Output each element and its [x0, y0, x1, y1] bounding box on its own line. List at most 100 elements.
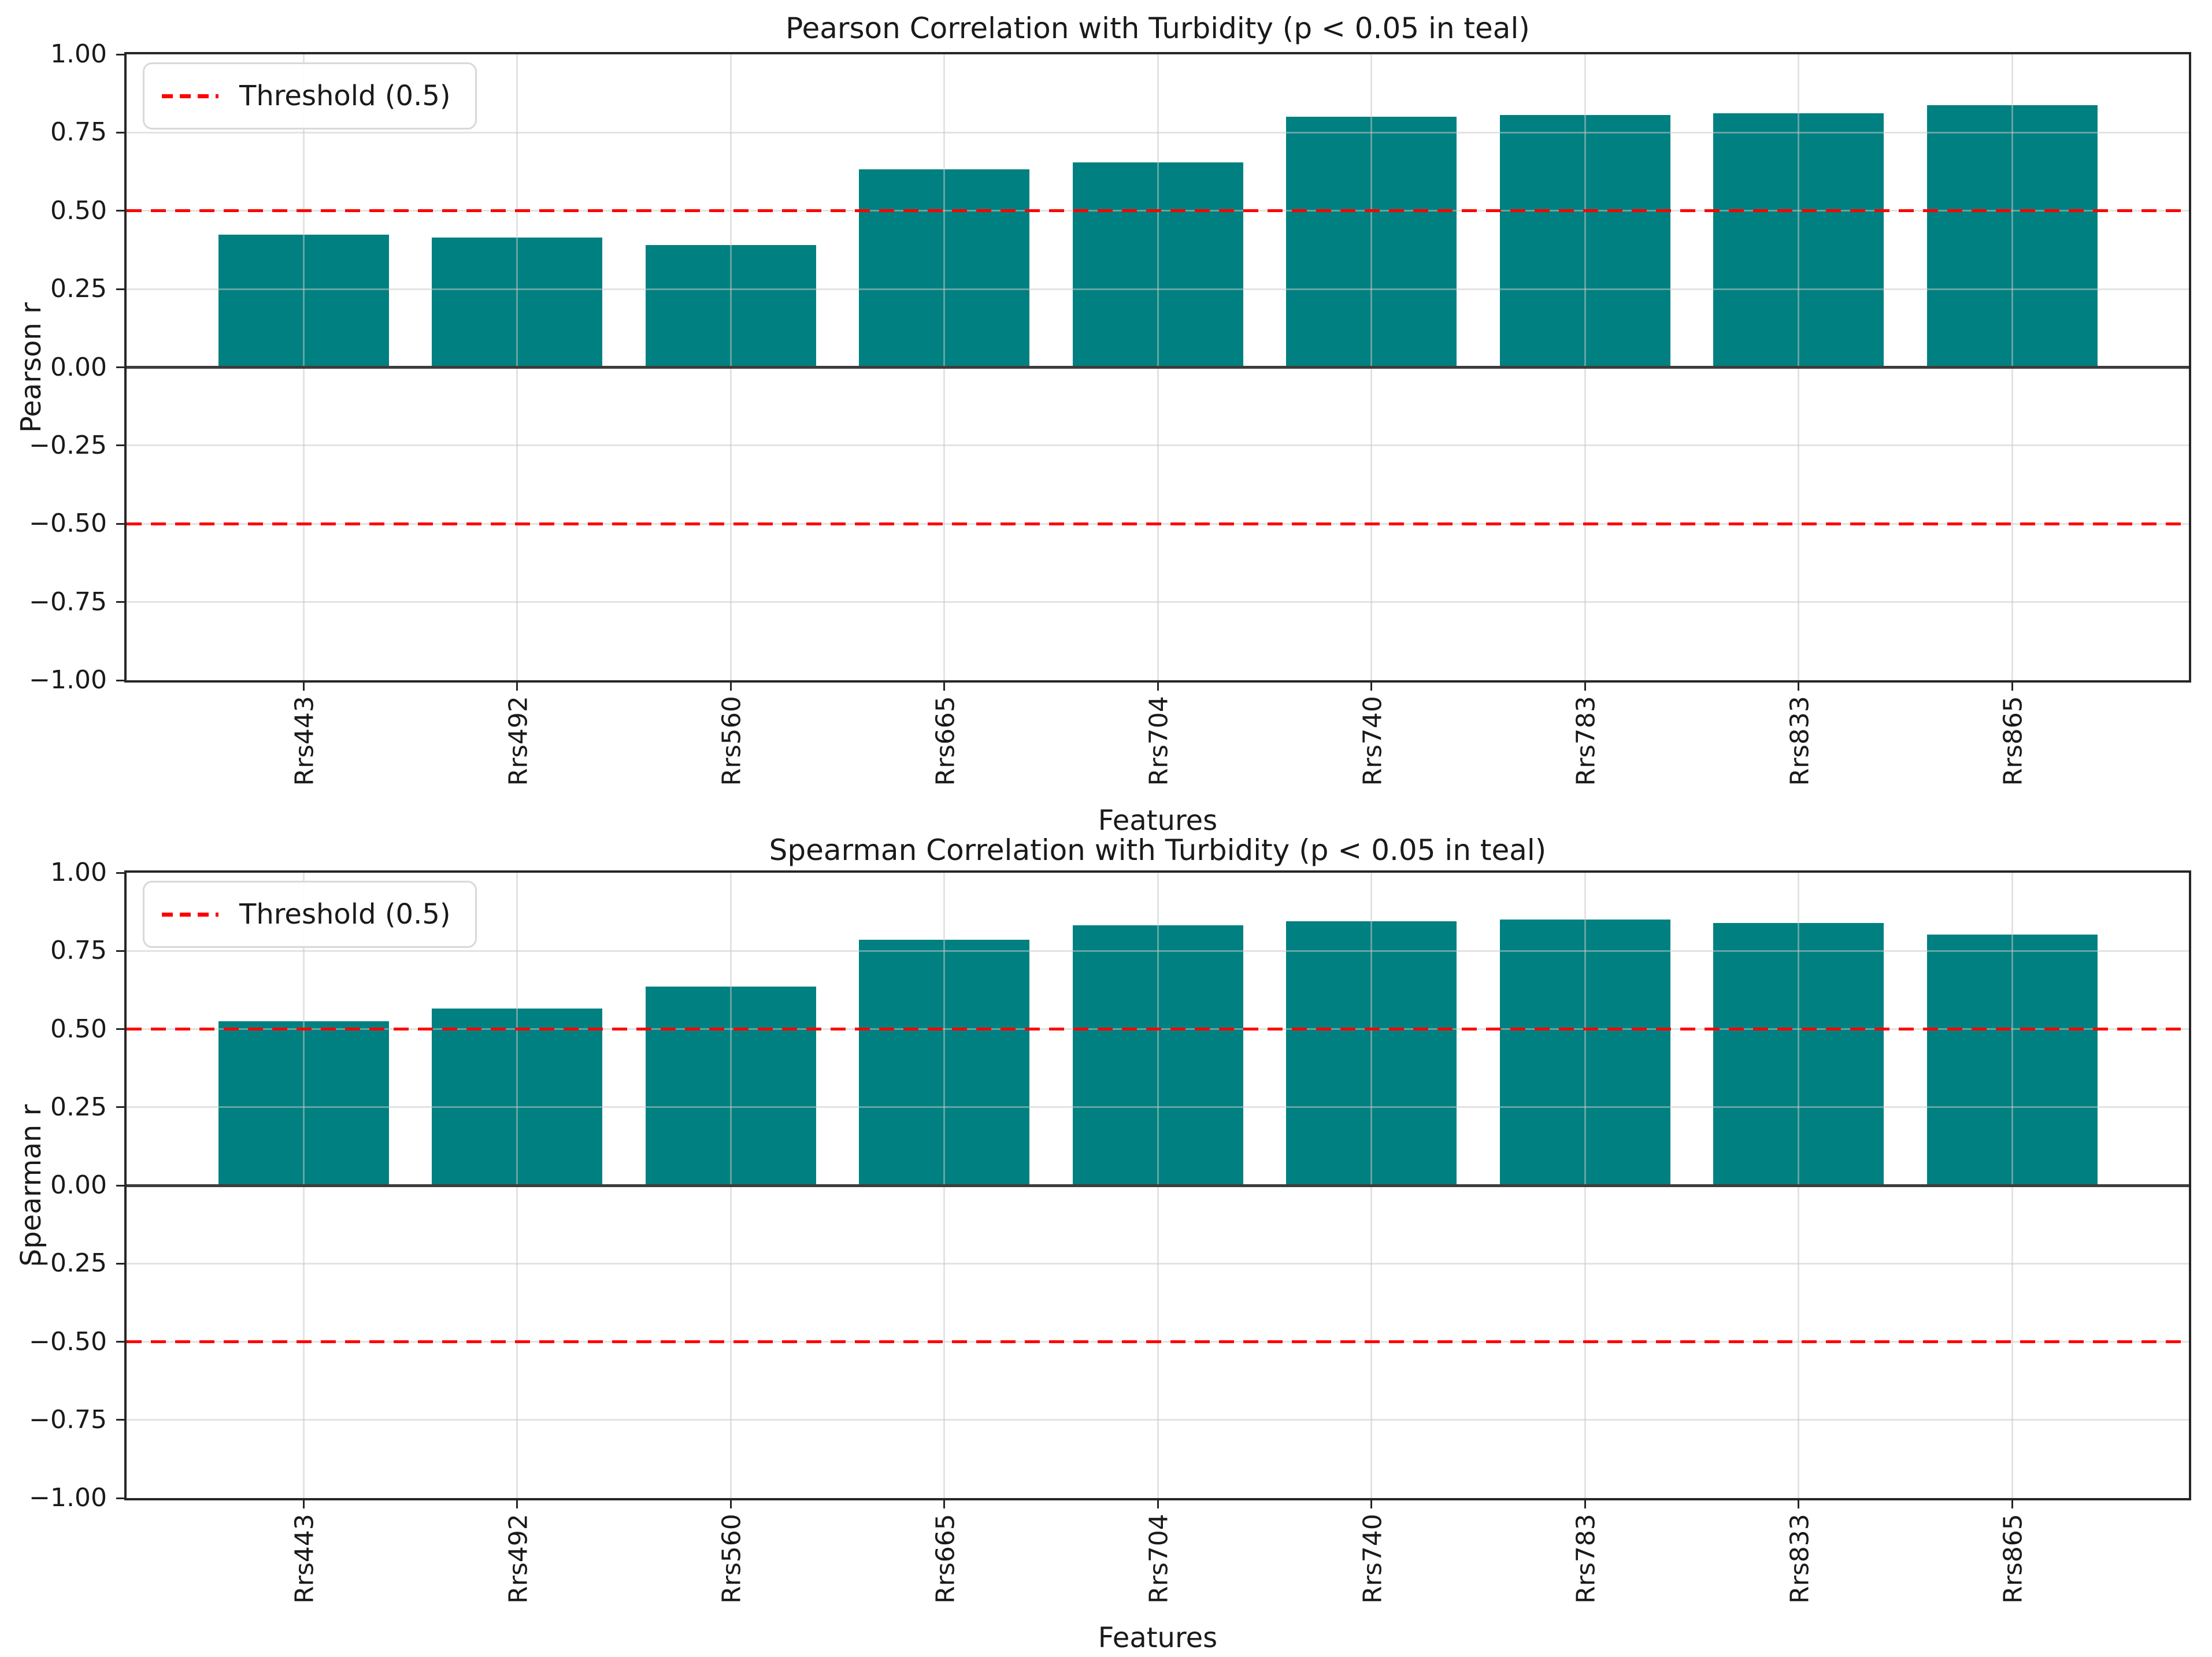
y-tick	[116, 872, 124, 874]
x-tick-label: Rrs443	[290, 696, 320, 786]
spearman-chart-title: Spearman Correlation with Turbidity (p <…	[769, 833, 1547, 867]
x-tick-label: Rrs704	[1144, 696, 1174, 786]
v-gridline	[1798, 54, 1799, 680]
bar	[432, 1009, 602, 1185]
h-gridline	[127, 1262, 2189, 1265]
v-gridline	[943, 873, 945, 1498]
y-tick-label: −0.75	[29, 587, 107, 617]
x-tick-label: Rrs560	[717, 696, 747, 786]
legend-label: Threshold (0.5)	[239, 898, 451, 931]
y-tick	[116, 679, 124, 681]
h-gridline	[127, 601, 2189, 603]
v-gridline	[302, 873, 305, 1498]
x-tick	[1370, 1500, 1372, 1508]
y-tick	[116, 444, 124, 447]
h-gridline	[127, 1106, 2189, 1109]
spearman-plot-area: Threshold (0.5) 1.00 0.75 0.50 0.25 0.00 −0.2…	[29, 858, 2191, 1604]
bar	[1499, 115, 1670, 368]
pearson-chart-title: Pearson Correlation with Turbidity (p < …	[785, 12, 1530, 45]
h-gridline	[127, 1341, 2189, 1343]
h-gridline	[127, 950, 2189, 952]
y-tick-label: 0.00	[50, 1170, 107, 1200]
spearman-legend: Threshold (0.5)	[143, 881, 477, 948]
bar	[218, 234, 389, 368]
bar	[1926, 935, 2098, 1185]
x-tick-label: Rrs783	[1571, 1514, 1601, 1604]
x-tick	[1798, 683, 1799, 691]
x-tick	[943, 683, 945, 691]
x-tick	[1584, 683, 1586, 691]
v-gridline	[516, 873, 518, 1498]
y-tick	[116, 1262, 124, 1265]
h-gridline	[127, 1419, 2189, 1421]
x-tick-label: Rrs443	[290, 1514, 320, 1604]
y-tick-label: −0.25	[29, 430, 107, 460]
v-gridline	[2011, 873, 2013, 1498]
spearman-x-axis-label: Features	[1098, 1622, 1218, 1654]
v-gridline	[302, 54, 305, 680]
y-tick-label: 0.75	[50, 936, 107, 966]
y-tick	[116, 522, 124, 525]
bar	[1926, 105, 2098, 368]
y-tick	[116, 1106, 124, 1109]
x-tick	[2011, 1500, 2013, 1508]
x-tick	[729, 683, 732, 691]
h-gridline	[127, 1184, 2189, 1187]
x-tick	[943, 1500, 945, 1508]
y-tick	[116, 1028, 124, 1030]
zero-line	[127, 1184, 2189, 1187]
y-tick-label: 0.50	[50, 1014, 107, 1044]
y-tick-label: 0.50	[50, 195, 107, 225]
threshold-line	[127, 1028, 2189, 1030]
x-tick	[1370, 683, 1372, 691]
y-tick	[116, 131, 124, 134]
bar	[1499, 920, 1670, 1185]
v-gridline	[729, 54, 732, 680]
h-gridline	[127, 210, 2189, 212]
v-gridline	[729, 873, 732, 1498]
h-gridline	[127, 522, 2189, 525]
x-tick	[302, 1500, 305, 1508]
bar	[1286, 921, 1457, 1185]
h-gridline	[127, 366, 2189, 368]
pearson-legend: Threshold (0.5)	[143, 62, 477, 129]
x-tick-label: Rrs560	[717, 1514, 747, 1604]
v-gridline	[516, 54, 518, 680]
x-tick-label: Rrs833	[1785, 1514, 1814, 1604]
legend-label: Threshold (0.5)	[239, 80, 451, 112]
threshold-line	[127, 1340, 2189, 1343]
bar	[1713, 113, 1884, 368]
y-tick	[116, 1419, 124, 1421]
v-gridline	[1370, 54, 1372, 680]
bar	[432, 238, 602, 368]
x-tick-label: Rrs865	[1998, 696, 2028, 786]
h-gridline	[127, 131, 2189, 134]
y-tick-label: −0.50	[29, 1326, 107, 1356]
y-tick	[116, 53, 124, 55]
x-tick-label: Rrs740	[1358, 696, 1387, 786]
x-tick-label: Rrs665	[931, 1514, 960, 1604]
x-tick	[1157, 1500, 1159, 1508]
y-tick-label: −1.00	[29, 1483, 107, 1513]
y-tick-label: 0.75	[50, 117, 107, 147]
x-tick	[516, 683, 518, 691]
x-tick-label: Rrs865	[1998, 1514, 2028, 1604]
v-gridline	[1370, 873, 1372, 1498]
x-tick	[302, 683, 305, 691]
y-tick-label: 0.25	[50, 274, 107, 304]
h-gridline	[127, 1028, 2189, 1030]
x-tick-label: Rrs492	[503, 1514, 533, 1604]
bar	[1713, 923, 1884, 1185]
h-gridline	[127, 288, 2189, 290]
bar	[859, 169, 1029, 368]
y-tick	[116, 1497, 124, 1499]
y-tick-label: −0.25	[29, 1248, 107, 1278]
bar	[1072, 925, 1243, 1185]
bar	[645, 245, 816, 368]
v-gridline	[943, 54, 945, 680]
y-tick	[116, 288, 124, 290]
threshold-line	[127, 209, 2189, 213]
x-tick	[1584, 1500, 1586, 1508]
